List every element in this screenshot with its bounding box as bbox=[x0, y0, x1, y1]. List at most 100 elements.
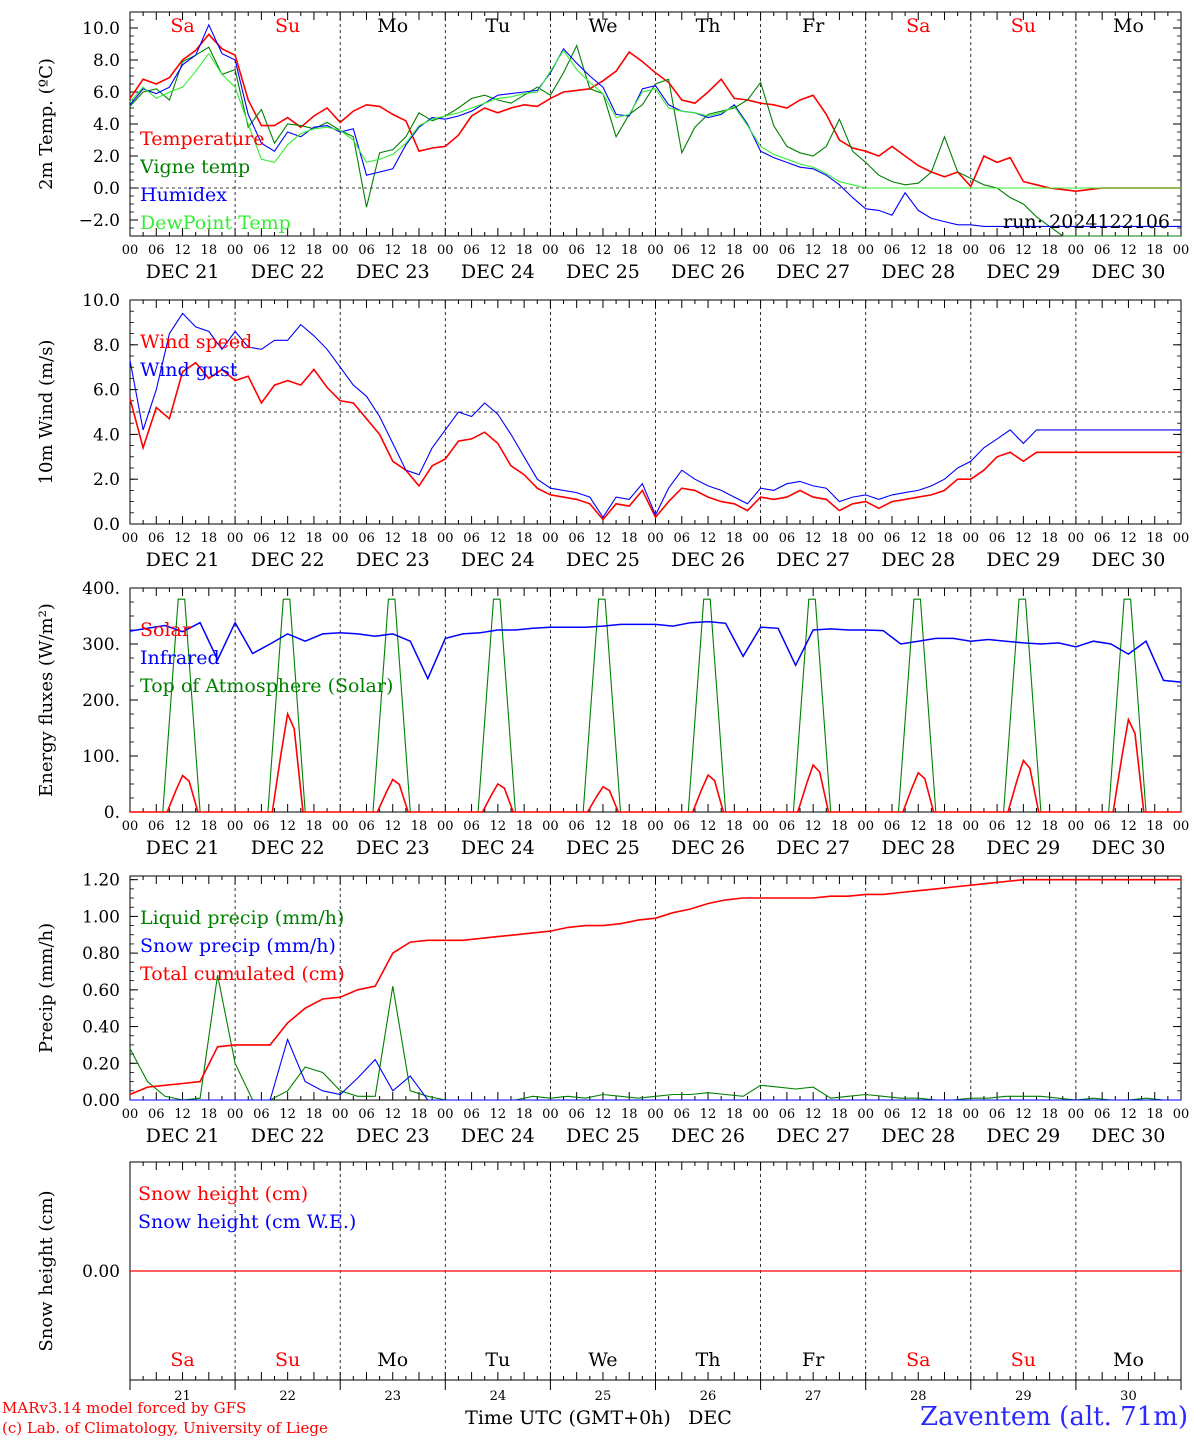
weekday-label: Mo bbox=[377, 15, 408, 37]
temperature-line bbox=[129, 33, 1181, 193]
hour-tick-label: 00 bbox=[857, 1107, 874, 1122]
hour-tick-label: 12 bbox=[384, 1107, 401, 1122]
hour-tick-label: 12 bbox=[384, 531, 401, 546]
x-axis-month-label: DEC bbox=[688, 1407, 732, 1429]
date-label: DEC 29 bbox=[986, 1125, 1060, 1147]
date-label: DEC 23 bbox=[356, 549, 430, 571]
hour-tick-label: 00 bbox=[752, 1107, 769, 1122]
cumulated-precip-line bbox=[129, 878, 1181, 1096]
y-tick-label: 0.40 bbox=[82, 1018, 120, 1038]
y-tick-label: −2.0 bbox=[79, 211, 120, 231]
date-label: DEC 25 bbox=[566, 837, 640, 859]
weekday-label: Sa bbox=[906, 1349, 930, 1371]
hour-tick-label: 18 bbox=[831, 1107, 848, 1122]
weekday-label: Mo bbox=[377, 1349, 408, 1371]
date-label: DEC 27 bbox=[776, 261, 850, 283]
hour-tick-label: 12 bbox=[490, 531, 507, 546]
hour-tick-label: 18 bbox=[201, 243, 218, 258]
y-tick-label: 0.00 bbox=[82, 1091, 120, 1111]
hour-tick-label: 18 bbox=[831, 243, 848, 258]
hour-tick-label: 06 bbox=[568, 531, 585, 546]
hour-tick-label: 18 bbox=[936, 819, 953, 834]
y-tick-label: 0.20 bbox=[82, 1054, 120, 1074]
hour-tick-label: 12 bbox=[805, 243, 822, 258]
hour-tick-label: 06 bbox=[463, 243, 480, 258]
hour-tick-label: 00 bbox=[542, 531, 559, 546]
date-label: DEC 23 bbox=[356, 1125, 430, 1147]
hour-tick-label: 18 bbox=[306, 819, 323, 834]
hour-tick-label: 06 bbox=[779, 1107, 796, 1122]
hour-tick-label: 06 bbox=[568, 1107, 585, 1122]
hour-tick-label: 00 bbox=[227, 531, 244, 546]
date-label: DEC 29 bbox=[986, 261, 1060, 283]
hour-tick-label: 18 bbox=[936, 1107, 953, 1122]
hour-tick-label: 12 bbox=[700, 243, 717, 258]
hour-tick-label: 18 bbox=[831, 531, 848, 546]
hour-tick-label: 12 bbox=[174, 819, 191, 834]
hour-tick-label: 00 bbox=[1173, 819, 1190, 834]
hour-tick-label: 06 bbox=[253, 243, 270, 258]
hour-tick-label: 18 bbox=[726, 1107, 743, 1122]
y-tick-label: 8.0 bbox=[93, 51, 120, 71]
hour-tick-label: 12 bbox=[1015, 243, 1032, 258]
hour-tick-label: 00 bbox=[122, 243, 139, 258]
panel-5: 0.00 Snow height (cm) Snow height (cm) Snow… bbox=[36, 1161, 1182, 1404]
vigne-temp-line bbox=[129, 44, 1181, 237]
date-label: DEC 26 bbox=[671, 261, 745, 283]
hour-tick-label: 18 bbox=[306, 531, 323, 546]
hour-tick-label: 00 bbox=[437, 819, 454, 834]
y-tick-label: 2.0 bbox=[93, 470, 120, 490]
hour-tick-label: 06 bbox=[779, 819, 796, 834]
hour-tick-label: 06 bbox=[884, 531, 901, 546]
hour-tick-label: 12 bbox=[279, 819, 296, 834]
hour-tick-label: 00 bbox=[1173, 243, 1190, 258]
hour-tick-label: 06 bbox=[989, 243, 1006, 258]
hour-tick-label: 00 bbox=[332, 531, 349, 546]
hour-tick-label: 06 bbox=[884, 1107, 901, 1122]
hour-tick-label: 12 bbox=[279, 243, 296, 258]
weekday-label: Fr bbox=[802, 1349, 825, 1371]
panel-4: 1.20 1.00 0.80 0.60 0.40 0.20 0.00 Precip (mm/h… bbox=[36, 871, 1189, 1147]
y-tick-label: 0.0 bbox=[93, 179, 120, 199]
station-title: Zaventem (alt. 71m) bbox=[920, 1402, 1188, 1432]
date-label: DEC 29 bbox=[986, 837, 1060, 859]
hour-tick-label: 18 bbox=[201, 531, 218, 546]
hour-tick-label: 18 bbox=[726, 819, 743, 834]
hour-tick-label: 00 bbox=[963, 243, 980, 258]
hour-tick-label: 06 bbox=[674, 1107, 691, 1122]
date-label: DEC 27 bbox=[776, 549, 850, 571]
hour-tick-label: 00 bbox=[1068, 1107, 1085, 1122]
y-tick-label: 0. bbox=[104, 803, 120, 823]
date-label: DEC 24 bbox=[461, 261, 535, 283]
date-label: DEC 24 bbox=[461, 1125, 535, 1147]
legend-entry: Temperature bbox=[140, 128, 264, 150]
hour-tick-label: 00 bbox=[1068, 819, 1085, 834]
weekday-label: Fr bbox=[802, 15, 825, 37]
hour-tick-label: 00 bbox=[963, 1107, 980, 1122]
date-label: DEC 26 bbox=[671, 837, 745, 859]
hour-tick-label: 18 bbox=[1041, 1107, 1058, 1122]
hour-tick-label: 06 bbox=[1094, 819, 1111, 834]
hour-tick-label: 06 bbox=[358, 243, 375, 258]
wind-gust-line bbox=[129, 312, 1181, 519]
hour-tick-label: 06 bbox=[1094, 1107, 1111, 1122]
date-label: DEC 30 bbox=[1092, 261, 1166, 283]
hour-tick-label: 12 bbox=[1015, 1107, 1032, 1122]
hour-tick-label: 18 bbox=[1146, 531, 1163, 546]
hour-tick-label: 00 bbox=[752, 819, 769, 834]
hour-tick-label: 18 bbox=[306, 243, 323, 258]
hour-tick-label: 00 bbox=[647, 243, 664, 258]
y-tick-label: 4.0 bbox=[93, 425, 120, 445]
date-label: DEC 28 bbox=[881, 261, 955, 283]
hour-tick-label: 12 bbox=[805, 531, 822, 546]
legend-entry: Infrared bbox=[140, 647, 220, 669]
hour-tick-label: 18 bbox=[831, 819, 848, 834]
solar-line bbox=[130, 711, 1181, 813]
hour-tick-label: 06 bbox=[148, 531, 165, 546]
hour-tick-label: 06 bbox=[989, 819, 1006, 834]
hour-tick-label: 18 bbox=[936, 531, 953, 546]
date-label: DEC 26 bbox=[671, 1125, 745, 1147]
hour-tick-label: 06 bbox=[358, 819, 375, 834]
hour-tick-label: 00 bbox=[647, 531, 664, 546]
